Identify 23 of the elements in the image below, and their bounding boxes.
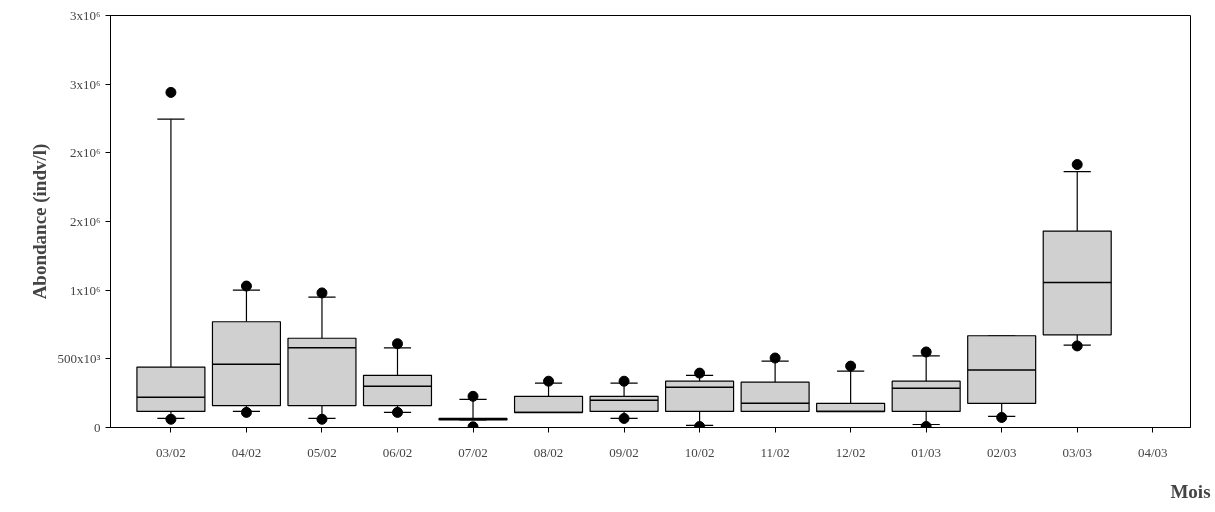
x-tick-label: 07/02 bbox=[458, 444, 488, 460]
x-tick-label: 12/02 bbox=[835, 444, 866, 460]
y-tick-label: 0 bbox=[94, 420, 101, 435]
y-axis-title: Abondance (indv/l) bbox=[28, 143, 51, 300]
x-tick-label: 08/02 bbox=[533, 444, 564, 460]
x-tick-label: 03/02 bbox=[156, 444, 186, 460]
x-axis-title: Mois bbox=[1170, 480, 1211, 502]
y-tick-label: 2x10⁶ bbox=[69, 145, 101, 161]
y-tick-label: 3x10⁶ bbox=[69, 8, 101, 23]
x-tick-label: 09/02 bbox=[609, 444, 639, 460]
x-tick-label: 01/03 bbox=[911, 444, 941, 460]
x-tick-label: 11/02 bbox=[760, 444, 790, 460]
x-tick-label: 03/03 bbox=[1062, 444, 1093, 460]
y-tick-label: 3x10⁶ bbox=[69, 76, 101, 92]
x-tick-label: 04/02 bbox=[231, 444, 262, 460]
y-tick-label: 500x10³ bbox=[57, 351, 101, 367]
x-tick-label: 02/03 bbox=[986, 444, 1017, 460]
x-tick-label: 10/02 bbox=[684, 444, 715, 460]
y-tick-label: 2x10⁶ bbox=[69, 214, 101, 229]
x-tick-label: 05/02 bbox=[307, 444, 337, 460]
x-tick-label: 06/02 bbox=[382, 444, 413, 460]
y-tick-label: 1x10⁶ bbox=[69, 282, 101, 298]
x-tick-label: 04/03 bbox=[1137, 444, 1168, 460]
